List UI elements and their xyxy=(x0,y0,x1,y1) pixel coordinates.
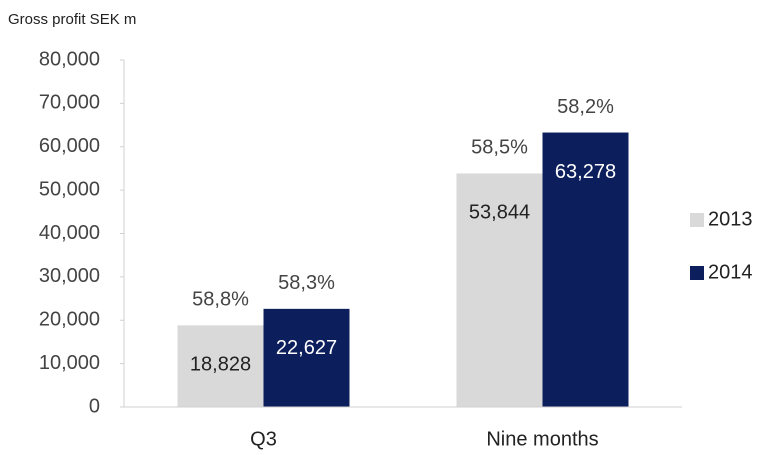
value-label: 18,828 xyxy=(190,354,251,376)
bar xyxy=(177,325,264,407)
legend-label: 2014 xyxy=(708,261,753,283)
x-tick-label: Q3 xyxy=(250,428,277,450)
y-tick-label: 30,000 xyxy=(39,265,100,287)
y-tick-label: 10,000 xyxy=(39,352,100,374)
y-tick-label: 60,000 xyxy=(39,135,100,157)
y-tick-label: 0 xyxy=(89,395,100,417)
margin-label: 58,3% xyxy=(278,272,335,294)
bar xyxy=(456,173,543,407)
value-label: 63,278 xyxy=(555,161,616,183)
legend-swatch xyxy=(690,266,704,280)
margin-label: 58,2% xyxy=(557,96,614,118)
legend-label: 2013 xyxy=(708,208,753,230)
x-tick-label: Nine months xyxy=(486,428,598,450)
y-tick-label: 50,000 xyxy=(39,178,100,200)
chart-title: Gross profit SEK m xyxy=(8,11,136,28)
y-tick-label: 40,000 xyxy=(39,222,100,244)
legend-swatch xyxy=(690,213,704,227)
margin-label: 58,8% xyxy=(192,289,249,311)
margin-label: 58,5% xyxy=(471,137,528,159)
bar xyxy=(542,132,629,407)
y-tick-label: 80,000 xyxy=(39,48,100,70)
value-label: 22,627 xyxy=(276,337,337,359)
value-label: 53,844 xyxy=(469,202,530,224)
y-tick-label: 20,000 xyxy=(39,309,100,331)
bar xyxy=(263,308,350,407)
y-tick-label: 70,000 xyxy=(39,92,100,114)
